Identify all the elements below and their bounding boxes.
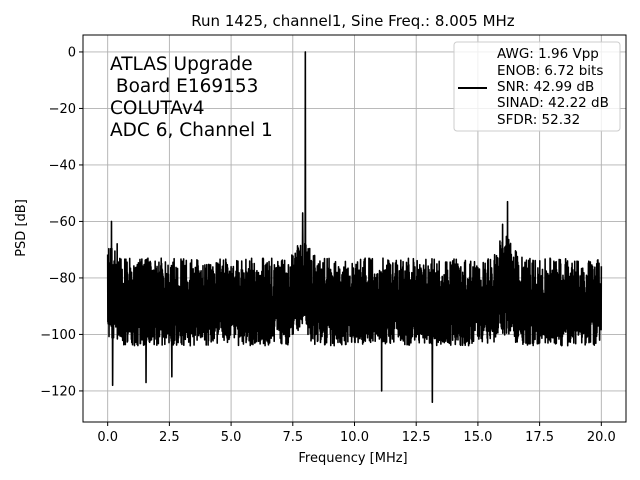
y-tick-label: −40 — [49, 158, 76, 173]
x-tick-label: 20.0 — [587, 430, 616, 445]
legend-line-1: AWG: 1.96 Vpp — [497, 46, 599, 62]
y-tick-label: −120 — [40, 384, 76, 399]
y-tick-label: −100 — [40, 328, 76, 343]
x-tick-label: 17.5 — [525, 430, 554, 445]
chart-title: Run 1425, channel1, Sine Freq.: 8.005 MH… — [191, 12, 515, 30]
board-annotation: ATLAS Upgrade Board E169153 COLUTAv4 ADC… — [110, 54, 273, 141]
x-tick-label: 0.0 — [97, 430, 118, 445]
x-axis-label: Frequency [MHz] — [298, 451, 407, 466]
legend-line-3: SNR: 42.99 dB — [497, 79, 594, 95]
y-tick-label: 0 — [68, 45, 76, 60]
x-tick-label: 10.0 — [340, 430, 369, 445]
x-tick-label: 15.0 — [463, 430, 492, 445]
x-axis-ticks: 0.0 2.5 5.0 7.5 10.0 12.5 15.0 17.5 20.0 — [97, 422, 616, 445]
x-tick-label: 5.0 — [221, 430, 242, 445]
legend-box — [453, 41, 621, 132]
legend-line-5: SFDR: 52.32 — [497, 112, 580, 128]
psd-series-line — [106, 51, 603, 404]
legend: AWG: 1.96 Vpp ENOB: 6.72 bits SNR: 42.99… — [453, 41, 621, 132]
x-tick-label: 12.5 — [402, 430, 431, 445]
y-tick-label: −20 — [49, 102, 76, 117]
series-layer — [106, 51, 603, 404]
y-tick-label: −80 — [49, 271, 76, 286]
annotation-line-3: COLUTAv4 — [110, 98, 205, 119]
x-tick-label: 7.5 — [282, 430, 303, 445]
x-tick-label: 2.5 — [159, 430, 180, 445]
y-tick-label: −60 — [49, 215, 76, 230]
annotation-line-1: ATLAS Upgrade — [110, 54, 253, 75]
annotation-line-4: ADC 6, Channel 1 — [110, 120, 273, 141]
y-axis-ticks: 0 −20 −40 −60 −80 −100 −120 — [40, 45, 83, 399]
annotation-line-2: Board E169153 — [110, 76, 258, 97]
y-axis-label: PSD [dB] — [14, 199, 29, 257]
legend-line-4: SINAD: 42.22 dB — [497, 95, 609, 111]
legend-line-2: ENOB: 6.72 bits — [497, 63, 603, 79]
